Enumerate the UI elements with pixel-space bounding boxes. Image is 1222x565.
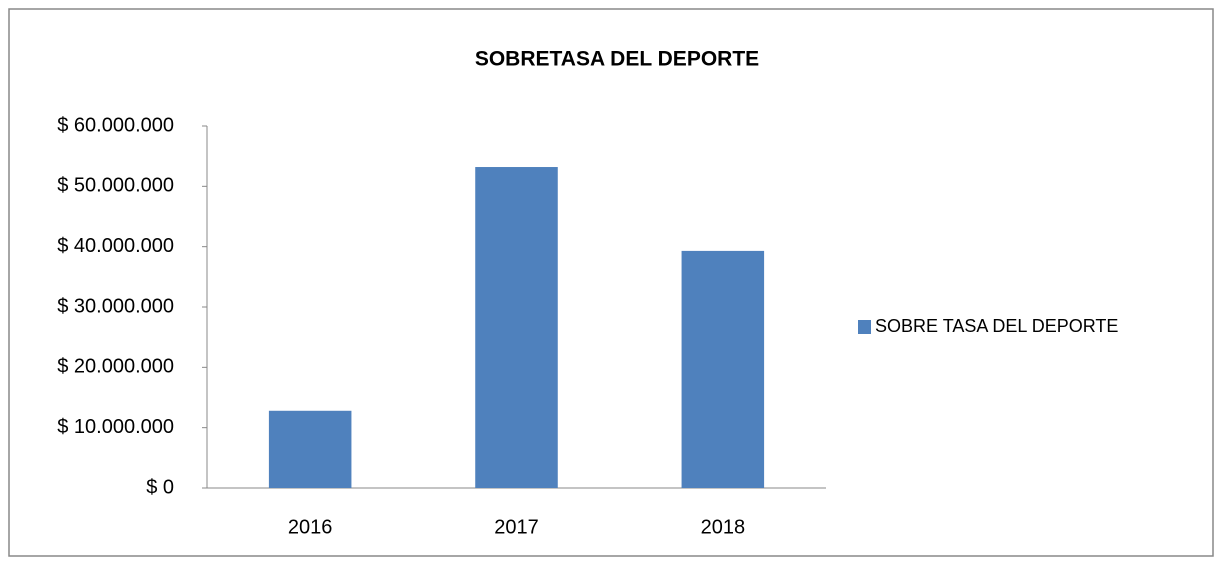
y-tick-label: $ 10.000.000 — [57, 416, 174, 438]
legend-label: SOBRE TASA DEL DEPORTE — [875, 316, 1118, 336]
y-tick-label: $ 60.000.000 — [57, 114, 174, 136]
y-tick-label: $ 40.000.000 — [57, 235, 174, 257]
bar — [268, 410, 352, 488]
legend-swatch — [858, 320, 871, 334]
bar — [475, 167, 558, 488]
y-tick-label: $ 50.000.000 — [57, 175, 174, 197]
y-tick-label: $ 30.000.000 — [57, 295, 174, 317]
chart-frame — [8, 8, 1214, 557]
y-tick-label: $ 20.000.000 — [57, 356, 174, 378]
x-tick-label: 2018 — [701, 516, 746, 538]
chart-title: SOBRETASA DEL DEPORTE — [475, 48, 759, 71]
y-tick-label: $ 0 — [146, 476, 174, 498]
x-tick-label: 2017 — [494, 516, 539, 538]
bar — [681, 250, 765, 488]
x-tick-label: 2016 — [288, 516, 333, 538]
